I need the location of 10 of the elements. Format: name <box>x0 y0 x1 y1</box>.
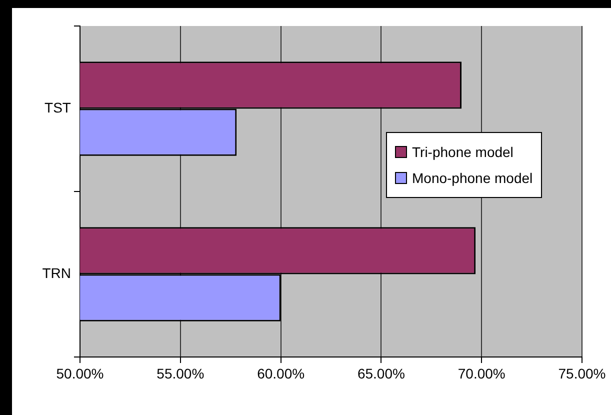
x-tick-label: 55.00% <box>156 365 204 382</box>
x-tick-label: 65.00% <box>357 365 405 382</box>
x-tick-label: 50.00% <box>56 365 104 382</box>
x-tick-label: 75.00% <box>558 365 606 382</box>
y-tick-label: TST <box>44 100 72 116</box>
y-tick-label: TRN <box>42 265 71 282</box>
x-tick-label: 60.00% <box>257 365 305 382</box>
legend-label: Tri-phone model <box>412 144 514 160</box>
x-tick-label: 70.00% <box>458 365 506 382</box>
legend-label: Mono-phone model <box>412 170 533 186</box>
